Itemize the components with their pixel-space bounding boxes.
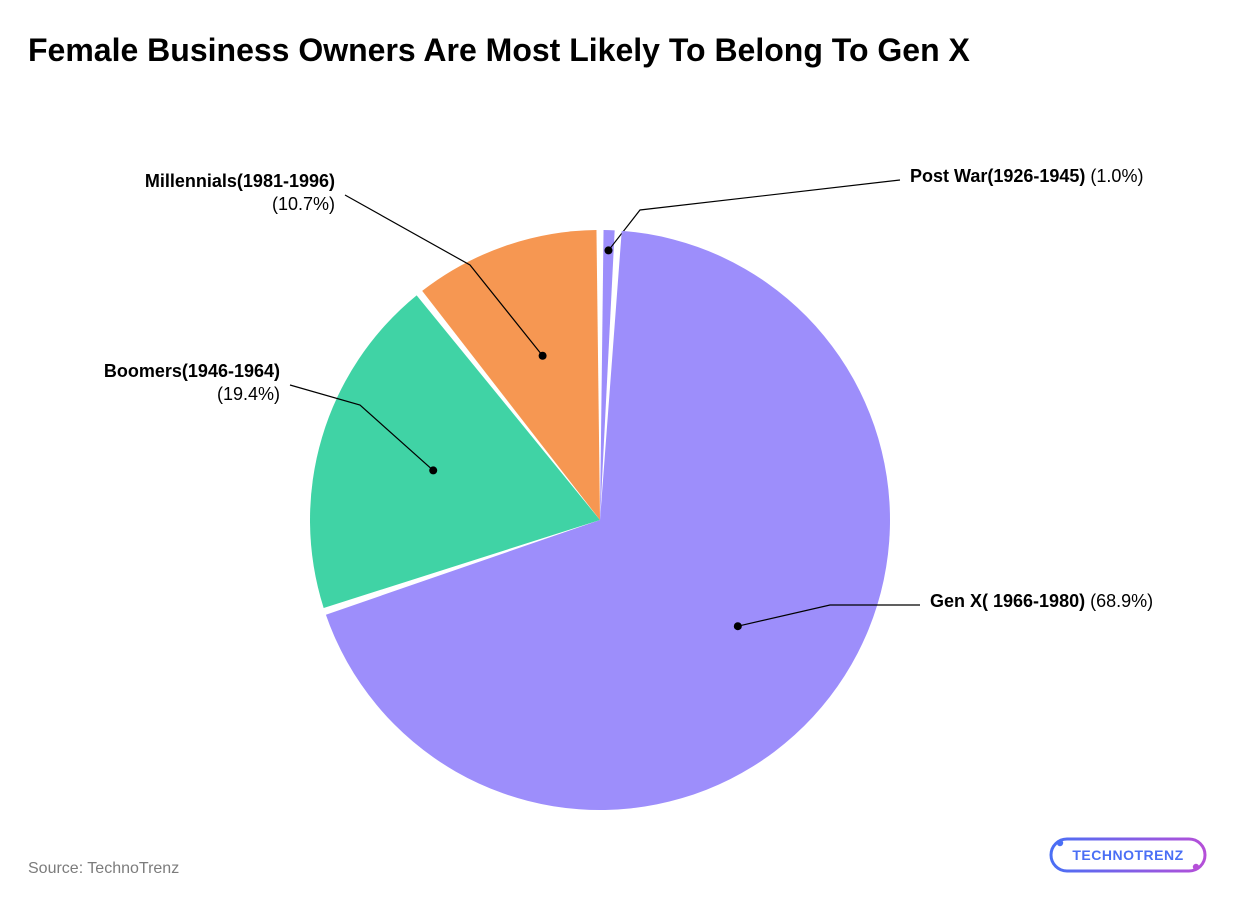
- slice-label: Millennials(1981-1996) (10.7%): [115, 170, 335, 217]
- slice-label-pct: (68.9%): [1085, 591, 1153, 611]
- slice-label: Post War(1926-1945) (1.0%): [910, 165, 1170, 188]
- slice-label-pct: (19.4%): [217, 384, 280, 404]
- brand-logo: TECHNOTRENZ: [1048, 833, 1208, 882]
- slice-label-name: Post War(1926-1945): [910, 166, 1085, 186]
- slice-label: Boomers(1946-1964) (19.4%): [50, 360, 280, 407]
- slice-label-name: Gen X( 1966-1980): [930, 591, 1085, 611]
- slice-label-pct: (10.7%): [272, 194, 335, 214]
- chart-title: Female Business Owners Are Most Likely T…: [28, 30, 970, 70]
- slice-label-pct: (1.0%): [1085, 166, 1143, 186]
- slice-label: Gen X( 1966-1980) (68.9%): [930, 590, 1190, 613]
- svg-text:TECHNOTRENZ: TECHNOTRENZ: [1072, 847, 1183, 863]
- pie-chart-svg: [0, 120, 1240, 840]
- pie-chart-area: Post War(1926-1945) (1.0%) Gen X( 1966-19…: [0, 120, 1240, 840]
- slice-label-name: Millennials(1981-1996): [145, 171, 335, 191]
- logo-svg: TECHNOTRENZ: [1048, 833, 1208, 877]
- source-text: Source: TechnoTrenz: [28, 860, 179, 878]
- slice-label-name: Boomers(1946-1964): [104, 361, 280, 381]
